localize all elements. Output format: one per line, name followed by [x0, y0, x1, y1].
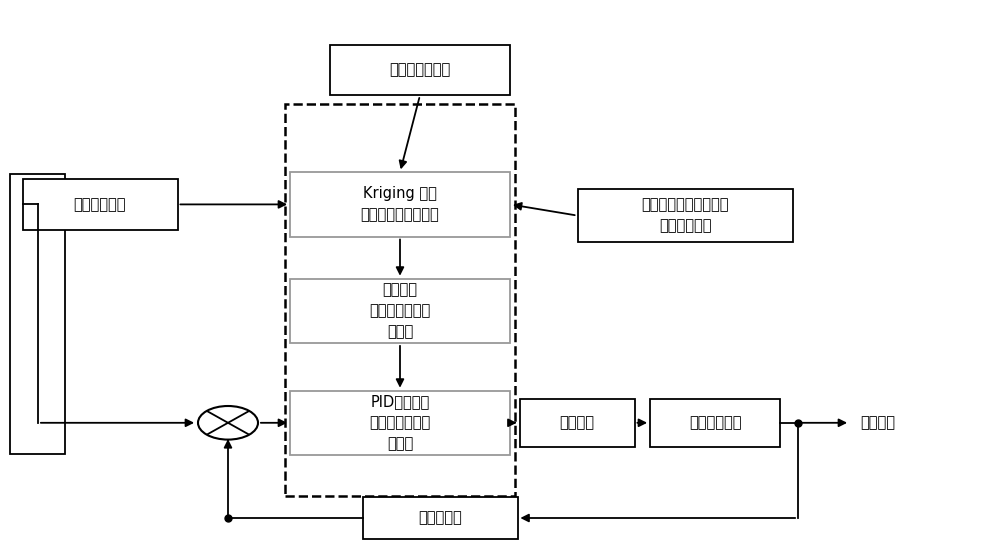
FancyBboxPatch shape	[23, 179, 178, 230]
Text: 角度传感器: 角度传感器	[418, 511, 462, 525]
FancyBboxPatch shape	[578, 189, 792, 242]
Text: 单片机控制单元: 单片机控制单元	[389, 63, 451, 77]
FancyBboxPatch shape	[520, 399, 635, 447]
FancyBboxPatch shape	[290, 391, 510, 455]
FancyBboxPatch shape	[650, 399, 780, 447]
Text: 优化算法
（寻找最优导叶
开度）: 优化算法 （寻找最优导叶 开度）	[369, 282, 431, 339]
Text: PID控制模块
（比例、积分、
微分）: PID控制模块 （比例、积分、 微分）	[369, 394, 431, 451]
FancyBboxPatch shape	[290, 278, 510, 343]
FancyBboxPatch shape	[362, 497, 518, 539]
Text: 离心泵与前置导叶整体
性能数据样本: 离心泵与前置导叶整体 性能数据样本	[641, 198, 729, 234]
Text: 流量检测单元: 流量检测单元	[74, 197, 126, 212]
Text: 导叶开度: 导叶开度	[860, 416, 895, 430]
FancyBboxPatch shape	[290, 172, 510, 236]
FancyBboxPatch shape	[10, 174, 65, 454]
Text: Kriging 插值
（性能与开度模型）: Kriging 插值 （性能与开度模型）	[361, 186, 439, 222]
Text: 导叶传动机构: 导叶传动机构	[689, 416, 741, 430]
FancyBboxPatch shape	[330, 45, 510, 95]
Text: 步进电机: 步进电机	[560, 416, 594, 430]
